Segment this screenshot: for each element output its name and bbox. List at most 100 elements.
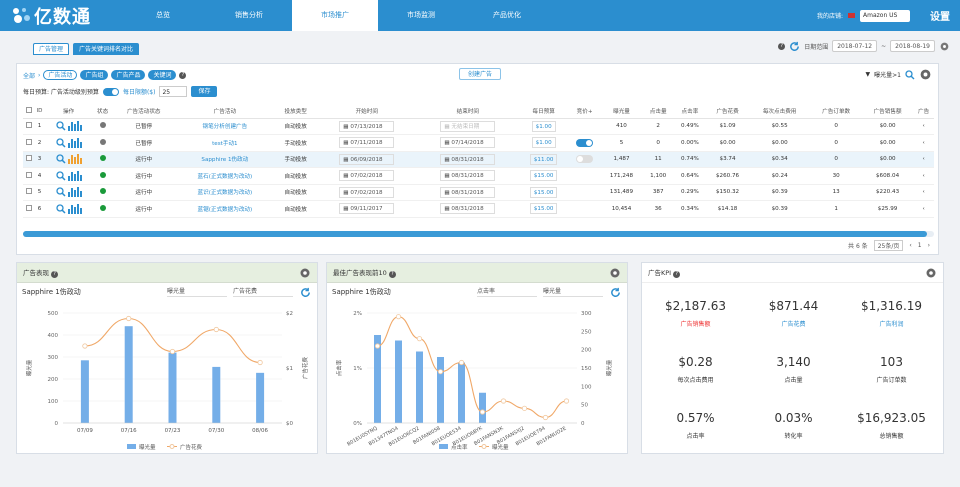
end-date-input[interactable]: ▦ 08/31/2018 xyxy=(440,203,496,215)
line-point[interactable] xyxy=(500,398,507,404)
help-icon[interactable]: ? xyxy=(51,271,59,278)
table-row[interactable]: 2 已暂停 test手动1 手动投放 ▦ 07/11/2018 ▦ 07/14/2018… xyxy=(23,134,934,152)
bid-toggle[interactable] xyxy=(576,155,594,164)
refresh-icon[interactable] xyxy=(300,287,311,298)
end-date-input[interactable]: 2018-08-19 xyxy=(890,40,935,52)
bar-chart-icon[interactable] xyxy=(67,187,82,198)
create-ad-button[interactable]: 创建广告 xyxy=(459,68,502,80)
gear-icon[interactable] xyxy=(939,41,950,52)
row-checkbox[interactable] xyxy=(25,171,32,178)
end-date-input[interactable]: ▦ 08/31/2018 xyxy=(440,153,496,165)
end-date-input[interactable]: ▦ 07/14/2018 xyxy=(440,137,496,149)
search-icon[interactable] xyxy=(56,204,66,214)
column-header[interactable]: 开始时间 xyxy=(316,104,418,119)
filter-icon[interactable]: ▼ xyxy=(865,71,871,78)
save-button[interactable]: 保存 xyxy=(191,86,218,97)
row-checkbox[interactable] xyxy=(25,155,32,162)
campaign-link[interactable]: Sapphire 1伤政动 xyxy=(201,157,249,164)
campaign-link[interactable]: 蓝锯(正式数据为改动) xyxy=(197,206,253,213)
line-point[interactable] xyxy=(213,326,219,333)
search-icon[interactable] xyxy=(56,154,66,164)
metric-select-2[interactable]: 广告花费 xyxy=(233,287,293,297)
metric-select-1[interactable]: 曝光量 xyxy=(167,287,227,297)
bar-chart-icon[interactable] xyxy=(67,203,82,214)
next-page-icon[interactable]: › xyxy=(927,242,930,249)
bar[interactable] xyxy=(458,362,465,424)
column-header[interactable]: 点击量 xyxy=(642,104,674,119)
column-header[interactable]: 广告活动状态 xyxy=(112,104,175,119)
column-header[interactable]: 竞价+ xyxy=(569,104,601,119)
help-icon[interactable]: ? xyxy=(778,42,786,50)
page-number[interactable]: 1 xyxy=(917,242,922,249)
start-date-input[interactable]: ▦ 07/02/2018 xyxy=(339,186,395,198)
line-point[interactable] xyxy=(437,369,444,375)
column-header[interactable]: 广告销售额 xyxy=(861,104,914,119)
table-row[interactable]: 4 运行中 蓝石(正式数据为改动) 自动投放 ▦ 07/02/2018 ▦ 08/31/… xyxy=(23,167,934,185)
row-checkbox[interactable] xyxy=(25,204,32,211)
chip-ad-product[interactable]: 广告产品 xyxy=(111,70,146,80)
search-icon[interactable] xyxy=(56,138,66,148)
budget-input[interactable]: $15.00 xyxy=(529,186,558,198)
line-point[interactable] xyxy=(479,409,486,415)
campaign-link[interactable]: 钢笔分析创建广告 xyxy=(202,124,248,131)
gear-icon[interactable] xyxy=(919,68,932,81)
column-header[interactable]: 操作 xyxy=(44,104,93,119)
table-row[interactable]: 6 运行中 蓝锯(正式数据为改动) 自动投放 ▦ 09/11/2017 ▦ 08/31/… xyxy=(23,200,934,218)
bar[interactable] xyxy=(395,340,402,424)
line-point[interactable] xyxy=(542,414,549,421)
bar-chart-icon[interactable] xyxy=(67,121,82,132)
line-point[interactable] xyxy=(416,336,423,342)
budget-input[interactable]: $15.00 xyxy=(529,203,558,215)
end-date-input[interactable]: ▦ 08/31/2018 xyxy=(440,186,496,198)
search-icon[interactable] xyxy=(56,187,66,197)
gear-icon[interactable] xyxy=(299,267,311,279)
tab-keyword-rank-compare[interactable]: 广告关键词排名对比 xyxy=(73,43,140,55)
budget-input[interactable]: $11.00 xyxy=(529,153,558,165)
table-row[interactable]: 5 运行中 蓝识(正式数据为改动) 自动投放 ▦ 07/02/2018 ▦ 08/31/… xyxy=(23,184,934,201)
bar[interactable] xyxy=(374,335,381,423)
line-point[interactable] xyxy=(257,359,263,366)
column-header[interactable]: 状态 xyxy=(92,104,113,119)
budget-input[interactable]: $1.00 xyxy=(531,120,556,132)
tab-ad-management[interactable]: 广告管理 xyxy=(33,43,70,55)
gear-icon[interactable] xyxy=(609,267,621,279)
row-checkbox[interactable] xyxy=(25,122,32,129)
nav-market-monitor[interactable]: 市场监测 xyxy=(407,11,435,19)
table-row[interactable]: 3 运行中 Sapphire 1伤政动 手动投放 ▦ 06/09/2018 ▦ 08/3… xyxy=(23,151,934,168)
impression-filter[interactable]: 曝光量>1 xyxy=(874,72,901,79)
bar-chart-icon[interactable] xyxy=(67,154,82,165)
column-header[interactable]: 广告活动 xyxy=(174,104,276,119)
column-header[interactable] xyxy=(23,104,35,119)
row-checkbox[interactable] xyxy=(25,138,32,145)
metric-select-1[interactable]: 点击率 xyxy=(477,287,537,297)
bar[interactable] xyxy=(168,352,177,423)
store-select[interactable]: Amazon US xyxy=(860,9,910,22)
bar[interactable] xyxy=(256,372,265,423)
help-icon[interactable]: ? xyxy=(673,271,681,278)
chip-keyword[interactable]: 关键词 xyxy=(148,70,177,80)
column-header[interactable]: 广告花费 xyxy=(706,104,749,119)
column-header[interactable]: 点击率 xyxy=(673,104,707,119)
line-point[interactable] xyxy=(458,359,465,366)
column-header[interactable]: 结束时间 xyxy=(417,104,519,119)
line-point[interactable] xyxy=(169,348,176,355)
budget-input[interactable]: $15.00 xyxy=(529,170,558,182)
start-date-input[interactable]: ▦ 07/02/2018 xyxy=(339,170,395,182)
column-header[interactable]: 每次点击费用 xyxy=(748,104,811,119)
end-date-input[interactable]: ▦ 08/31/2018 xyxy=(440,170,496,182)
logo[interactable]: 亿数通 xyxy=(10,3,120,28)
end-date-input[interactable]: ▦ 无结束日期 xyxy=(440,120,496,132)
nav-product-optimize[interactable]: 产品优化 xyxy=(493,11,521,19)
line-point[interactable] xyxy=(82,343,88,349)
daily-limit-input[interactable]: 25 xyxy=(159,86,188,97)
column-header[interactable]: 曝光量 xyxy=(600,104,643,119)
bar-chart-icon[interactable] xyxy=(67,137,82,148)
search-icon[interactable] xyxy=(905,69,915,80)
scrollbar-thumb[interactable] xyxy=(23,231,927,237)
select-all-checkbox[interactable] xyxy=(25,106,32,113)
campaign-link[interactable]: test手动1 xyxy=(212,140,238,147)
line-point[interactable] xyxy=(126,315,132,322)
bid-toggle[interactable] xyxy=(576,138,594,147)
campaign-link[interactable]: 蓝识(正式数据为改动) xyxy=(197,190,253,197)
search-icon[interactable] xyxy=(56,121,66,131)
